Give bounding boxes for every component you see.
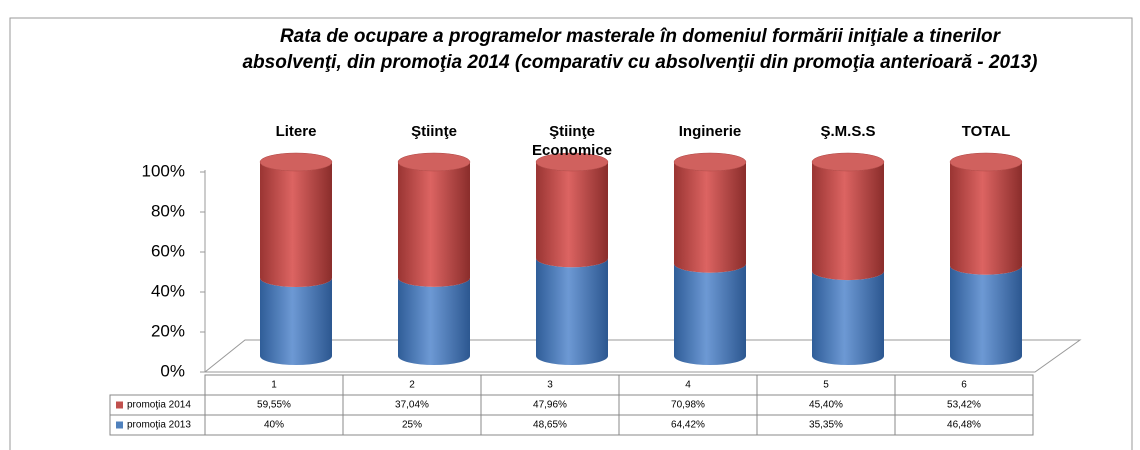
data-label: 48,65%	[533, 420, 567, 431]
cylinder-segment	[812, 162, 884, 281]
cylinder-segment	[950, 265, 1022, 365]
floor	[203, 339, 1082, 373]
data-label: 40%	[264, 420, 284, 431]
y-tick-label: 60%	[151, 241, 185, 260]
data-label: 47,96%	[533, 400, 567, 411]
cylinder-segment	[674, 162, 746, 273]
x-tick-label: 4	[685, 380, 691, 391]
y-tick-label: 40%	[151, 281, 185, 300]
cylinder-segment	[260, 278, 332, 365]
cylinder-segment	[536, 162, 608, 268]
y-tick-label: 80%	[151, 201, 185, 220]
cylinder-top	[397, 152, 471, 172]
data-label: 64,42%	[671, 420, 705, 431]
data-label: 35,35%	[809, 420, 843, 431]
cylinder-top	[673, 152, 747, 172]
cylinder-segment	[674, 263, 746, 365]
chart-title: Rata de ocupare a programelor masterale …	[280, 26, 1002, 47]
x-tick-label: 2	[409, 380, 415, 391]
category-annotation: Ştiinţe	[411, 123, 457, 140]
y-tick-label: 0%	[160, 361, 185, 380]
y-tick-label: 20%	[151, 321, 185, 340]
category-annotation: Ş.M.S.S	[820, 123, 876, 140]
legend-swatch	[116, 421, 123, 429]
cylinder-top	[949, 152, 1023, 172]
x-tick-label: 6	[961, 380, 967, 391]
category-annotation: TOTAL	[961, 123, 1011, 140]
cylinder-segment	[536, 258, 608, 365]
legend-label: promoţia 2013	[127, 420, 191, 431]
cylinder-segment	[260, 162, 332, 288]
x-tick-label: 1	[271, 380, 277, 391]
category-annotation: Inginerie	[678, 123, 742, 140]
data-label: 37,04%	[395, 400, 429, 411]
data-label: 25%	[402, 420, 422, 431]
category-annotation: Ştiinţe Economice	[531, 123, 613, 159]
frame	[9, 17, 1133, 450]
x-tick-label: 3	[547, 380, 553, 391]
data-label: 53,42%	[947, 400, 981, 411]
cylinder-top	[811, 152, 885, 172]
data-label: 46,48%	[947, 420, 981, 431]
x-tick-label: 5	[823, 380, 829, 391]
legend-label: promoţia 2014	[127, 400, 191, 411]
cylinder-segment	[398, 162, 470, 287]
legend-swatch	[116, 401, 123, 409]
data-label: 45,40%	[809, 400, 843, 411]
category-annotation: Litere	[275, 123, 317, 140]
data-label: 70,98%	[671, 400, 705, 411]
cylinder-top	[259, 152, 333, 172]
chart-title: absolvenţi, din promoţia 2014 (comparati…	[242, 52, 1037, 73]
cylinder-segment	[950, 162, 1022, 275]
y-tick-label: 100%	[142, 161, 185, 180]
cylinder-segment	[398, 277, 470, 365]
data-label: 59,55%	[257, 400, 291, 411]
cylinder-segment	[812, 271, 884, 365]
cylinder-top	[535, 152, 609, 172]
